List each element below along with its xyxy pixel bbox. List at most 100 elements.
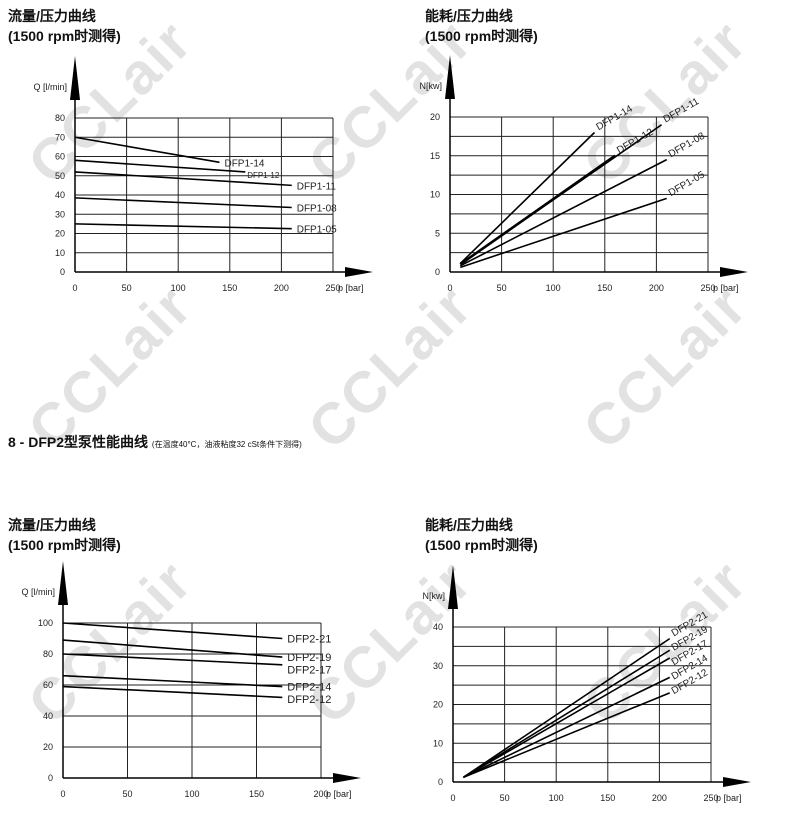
x-tick-label: 250 (703, 793, 718, 803)
series-label: DFP2-19 (287, 652, 331, 664)
chart-title: 能耗/压力曲线 (425, 517, 513, 533)
series-line (459, 158, 668, 267)
series-label: DFP1-11 (297, 181, 337, 192)
chart-2: 0 50 100 150 200 250 0 5 10 15 20 p [bar] N[kw] DFP1-… (420, 55, 748, 293)
y-tick-label: 20 (430, 112, 440, 122)
y-tick-label: 0 (60, 267, 65, 277)
y-tick-label: 50 (55, 171, 65, 181)
x-tick-label: 0 (450, 793, 455, 803)
y-axis-arrow-icon (70, 56, 80, 100)
series-label: DFP2-14 (287, 682, 331, 694)
x-tick-label: 200 (652, 793, 667, 803)
x-tick-label: 50 (122, 789, 132, 799)
x-axis-label: p [bar] (326, 789, 352, 799)
series-label: DFP1-12 (247, 171, 280, 180)
series-line (62, 622, 283, 640)
x-axis-label: p [bar] (713, 283, 739, 293)
x-tick-label: 0 (447, 283, 452, 293)
y-axis-arrow-icon (448, 565, 458, 609)
y-axis-arrow-icon (58, 561, 68, 605)
series-label: DFP1-14 (224, 158, 264, 169)
y-tick-label: 100 (38, 618, 53, 628)
x-tick-label: 100 (546, 283, 561, 293)
series-line (74, 197, 292, 209)
x-tick-label: 0 (60, 789, 65, 799)
series-label: DFP2-12 (287, 694, 331, 706)
y-tick-label: 40 (43, 711, 53, 721)
x-axis-arrow-icon (723, 777, 751, 787)
y-axis-label: N[kw] (423, 591, 446, 601)
x-axis-label: p [bar] (716, 793, 742, 803)
y-tick-label: 40 (433, 622, 443, 632)
x-tick-label: 150 (600, 793, 615, 803)
y-tick-label: 5 (435, 228, 440, 238)
series-line (74, 136, 220, 164)
y-tick-label: 30 (433, 661, 443, 671)
x-tick-label: 200 (649, 283, 664, 293)
x-tick-label: 250 (325, 283, 340, 293)
y-axis-label: Q [l/min] (33, 82, 67, 92)
y-tick-label: 60 (43, 680, 53, 690)
x-tick-label: 100 (171, 283, 186, 293)
y-axis-label: N[kw] (420, 81, 443, 91)
y-tick-label: 30 (55, 209, 65, 219)
series-line (460, 197, 667, 269)
y-tick-label: 0 (438, 777, 443, 787)
series-label: DFP1-11 (662, 96, 702, 125)
y-tick-label: 20 (433, 700, 443, 710)
chart-title: 流量/压力曲线 (8, 517, 96, 533)
x-axis-arrow-icon (345, 267, 373, 277)
x-axis-arrow-icon (720, 267, 748, 277)
x-tick-label: 150 (597, 283, 612, 293)
chart-subtitle: (1500 rpm时测得) (425, 28, 538, 44)
chart-subtitle: (1500 rpm时测得) (8, 537, 121, 553)
series-line (459, 131, 596, 265)
y-tick-label: 20 (43, 742, 53, 752)
x-tick-label: 150 (222, 283, 237, 293)
y-tick-label: 0 (48, 773, 53, 783)
y-tick-label: 15 (430, 151, 440, 161)
chart-title: 能耗/压力曲线 (425, 8, 513, 24)
x-tick-label: 50 (122, 283, 132, 293)
series-line (74, 171, 292, 187)
series-label: DFP1-05 (297, 225, 337, 236)
x-tick-label: 200 (274, 283, 289, 293)
series-line (62, 639, 283, 658)
series-line (74, 223, 292, 230)
y-tick-label: 10 (430, 190, 440, 200)
y-axis-label: Q [l/min] (21, 587, 55, 597)
section-heading: 8 - DFP2型泵性能曲线 (在温度40°C，油液粘度32 cSt条件下测得) (8, 432, 302, 452)
series-label: DFP2-17 (287, 665, 331, 677)
x-tick-label: 200 (313, 789, 328, 799)
x-axis-label: p [bar] (338, 283, 364, 293)
series-label: DFP2-21 (287, 634, 331, 646)
y-tick-label: 40 (55, 190, 65, 200)
series-line (462, 637, 671, 779)
series-line (459, 124, 663, 265)
series-line (62, 685, 283, 699)
chart-3: 0 50 100 150 200 0 20 40 60 80 100 p [bar] Q [l/min]… (21, 561, 361, 799)
section-heading-text: 8 - DFP2型泵性能曲线 (8, 434, 149, 450)
series-line (463, 692, 671, 779)
chart-1: 0 50 100 150 200 250 0 10 20 30 40 50 60 70 80 p [bar] Q… (33, 56, 373, 293)
y-tick-label: 60 (55, 152, 65, 162)
x-tick-label: 50 (497, 283, 507, 293)
y-tick-label: 10 (55, 248, 65, 258)
series-line (462, 649, 671, 779)
series-label: DFP1-14 (594, 103, 635, 133)
x-tick-label: 250 (700, 283, 715, 293)
series-label: DFP1-08 (297, 204, 337, 215)
series-line (62, 674, 283, 688)
chart-title: 流量/压力曲线 (8, 8, 96, 24)
x-tick-label: 50 (500, 793, 510, 803)
series-line (462, 657, 671, 779)
series-line (62, 653, 283, 666)
x-tick-label: 150 (249, 789, 264, 799)
x-tick-label: 100 (184, 789, 199, 799)
series-line (74, 159, 246, 173)
y-tick-label: 10 (433, 738, 443, 748)
y-tick-label: 80 (55, 113, 65, 123)
y-tick-label: 0 (435, 267, 440, 277)
